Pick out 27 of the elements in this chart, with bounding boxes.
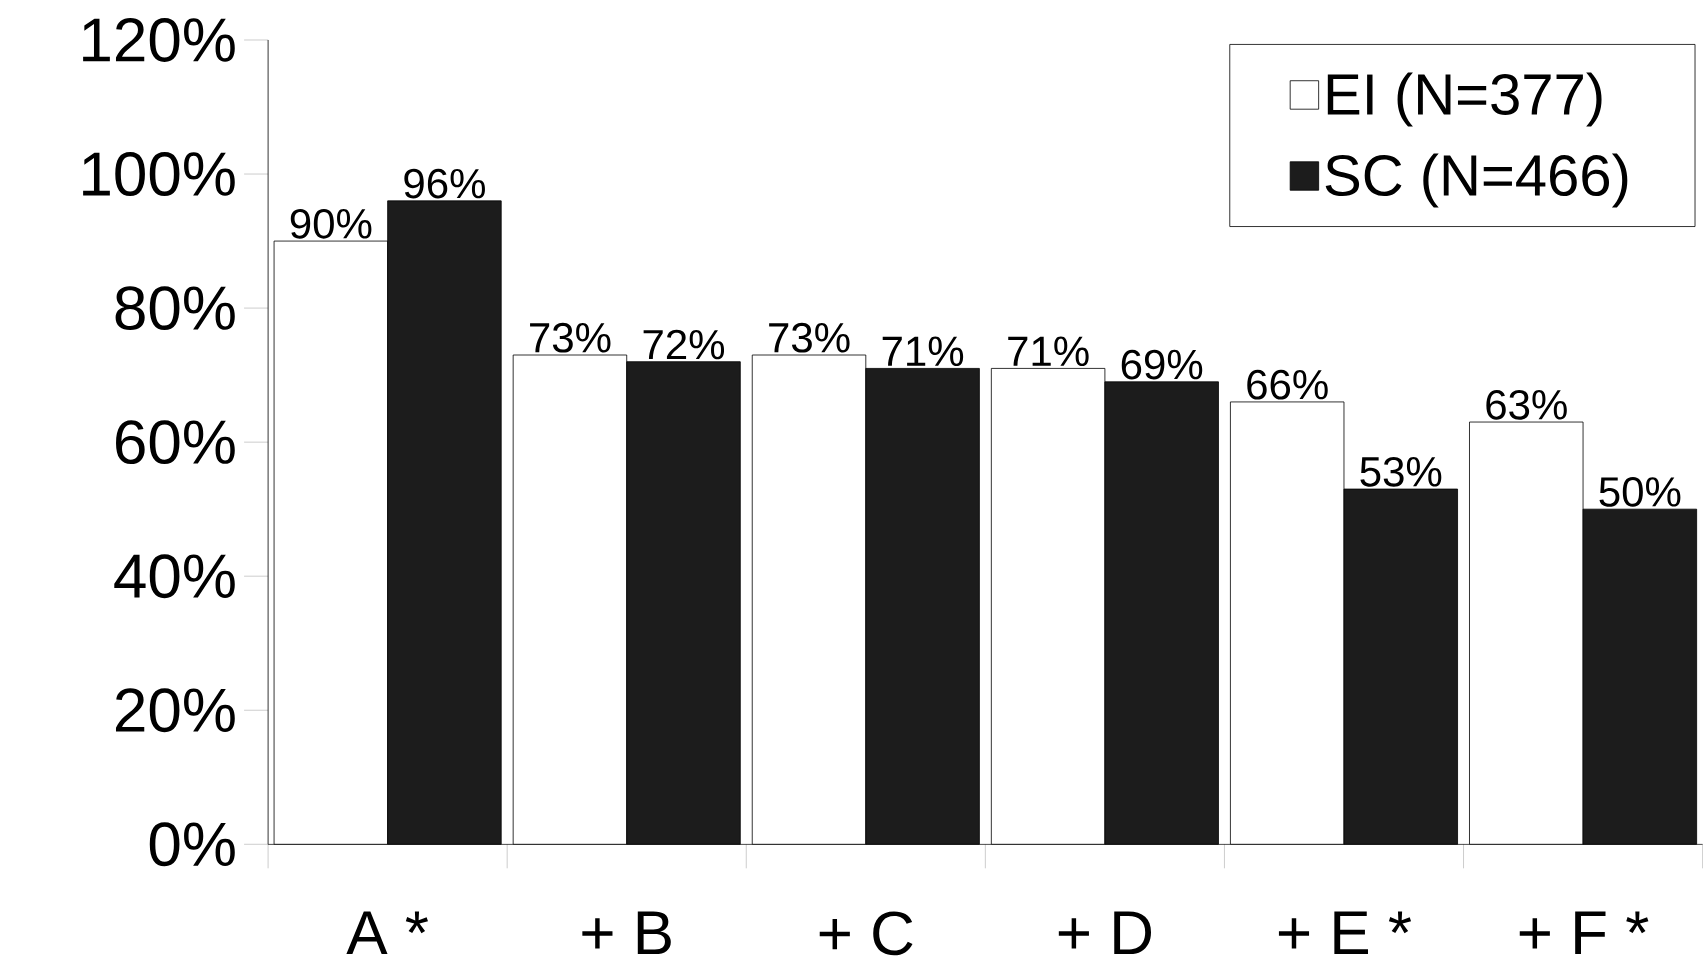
y-tick-label: 100%: [83, 151, 235, 196]
x-tick-label: + F *: [1519, 911, 1649, 954]
data-label: 66%: [1247, 369, 1328, 400]
data-label: 90%: [290, 208, 372, 239]
x-tick-label: + C: [819, 911, 913, 956]
y-tick-label: 60%: [116, 420, 235, 464]
data-label: 63%: [1486, 389, 1567, 420]
data-label: 69%: [1121, 349, 1203, 380]
data-label: 73%: [769, 322, 850, 353]
data-label: 72%: [643, 329, 725, 360]
y-tick-label: 20%: [115, 688, 235, 733]
y-tick-label: 0%: [149, 822, 235, 867]
y-tick-label: 40%: [114, 554, 235, 598]
y-tick-label: 80%: [115, 285, 235, 330]
data-label: 96%: [404, 168, 485, 199]
legend-label: SC (N=466): [1325, 153, 1628, 208]
x-tick-label: + B: [582, 911, 671, 954]
y-tick-label: 120%: [83, 17, 235, 62]
legend-label: EI (N=377): [1327, 72, 1602, 127]
x-tick-label: + D: [1058, 911, 1151, 954]
data-label: 53%: [1360, 456, 1442, 487]
x-tick-label: A *: [346, 911, 428, 954]
x-tick-label: + E *: [1278, 911, 1412, 954]
data-label: 73%: [530, 322, 611, 353]
data-label: 71%: [882, 336, 964, 366]
data-label: 50%: [1599, 476, 1681, 507]
data-label: 71%: [1008, 336, 1089, 366]
